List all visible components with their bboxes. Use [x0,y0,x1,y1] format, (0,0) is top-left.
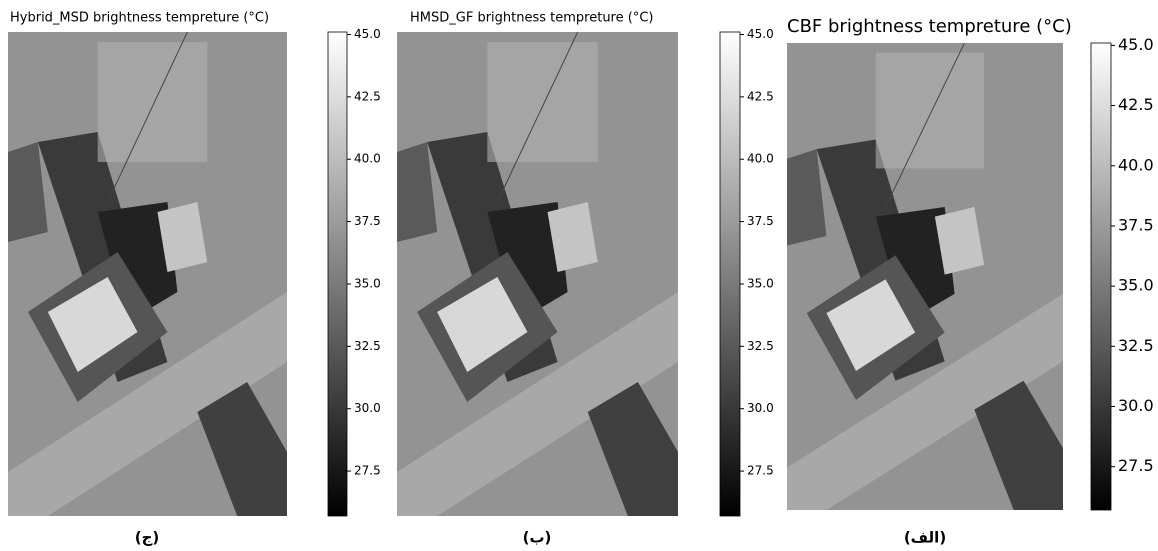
colorbar-tick-label: 42.5 [747,89,774,103]
colorbar-tick-label: 40.0 [354,152,381,166]
colorbar-tick-label: 35.0 [1118,276,1154,295]
colorbar [719,31,741,517]
colorbar-tick-label: 35.0 [747,276,774,290]
thermal-image [397,32,678,516]
colorbar-tick-label: 40.0 [747,152,774,166]
colorbar-tick-label: 32.5 [1118,336,1154,355]
panel-caption: (ب) [523,529,552,547]
colorbar-tick-label: 27.5 [354,464,381,478]
panel-caption: (الف) [904,529,946,547]
panel-caption: (ج) [135,529,160,547]
colorbar-tick-label: 30.0 [354,401,381,415]
colorbar-tick-label: 45.0 [747,27,774,41]
colorbar-tick-label: 30.0 [1118,396,1154,415]
colorbar-tick-label: 37.5 [1118,215,1154,234]
colorbar-tick-label: 32.5 [354,339,381,353]
colorbar-tick-label: 42.5 [1118,95,1154,114]
colorbar-tick-label: 45.0 [354,27,381,41]
colorbar-tick-label: 35.0 [354,276,381,290]
colorbar [1090,42,1112,511]
colorbar-tick-label: 37.5 [747,214,774,228]
panel-title: HMSD_GF brightness tempreture (°C) [410,11,653,26]
colorbar-tick-label: 45.0 [1118,35,1154,54]
colorbar-tick-label: 40.0 [1118,155,1154,174]
panel-title: Hybrid_MSD brightness tempreture (°C) [10,11,269,26]
thermal-image [787,43,1063,510]
panel-title: CBF brightness tempreture (°C) [787,16,1072,37]
colorbar-tick-label: 37.5 [354,214,381,228]
colorbar-tick-label: 42.5 [354,89,381,103]
colorbar-tick-label: 27.5 [1118,456,1154,475]
colorbar-tick-label: 32.5 [747,339,774,353]
thermal-image [8,32,287,516]
colorbar-tick-label: 30.0 [747,401,774,415]
colorbar [327,31,348,517]
colorbar-tick-label: 27.5 [747,464,774,478]
